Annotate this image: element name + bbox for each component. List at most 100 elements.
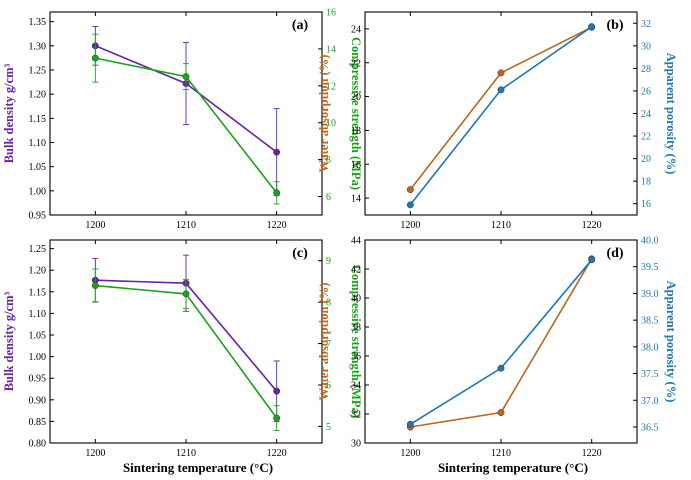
data-point xyxy=(273,189,281,197)
left-tick-label: 22 xyxy=(351,58,361,69)
data-point xyxy=(497,86,505,94)
x-tick-label: 1210 xyxy=(176,448,196,459)
right-axis-title: Apparent porosity (%) xyxy=(664,53,678,175)
left-tick-label: 0.95 xyxy=(29,374,47,385)
right-tick-label: 6 xyxy=(326,381,331,392)
right-tick-label: 39.0 xyxy=(641,289,659,300)
left-tick-label: 36 xyxy=(351,352,361,363)
left-tick-label: 0.85 xyxy=(29,417,47,428)
left-tick-label: 32 xyxy=(351,410,361,421)
right-tick-label: 7 xyxy=(326,339,331,350)
left-axis-title: Water absorption (%) xyxy=(317,283,331,401)
left-tick-label: 24 xyxy=(351,24,361,35)
x-tick-label: 1220 xyxy=(267,448,287,459)
left-tick-label: 16 xyxy=(351,160,361,171)
panel-label: (b) xyxy=(606,18,623,33)
panel-label: (d) xyxy=(606,246,623,261)
right-tick-label: 16 xyxy=(641,199,651,210)
data-point xyxy=(273,148,281,156)
data-point xyxy=(182,73,190,81)
left-tick-label: 38 xyxy=(351,323,361,334)
x-tick-label: 1200 xyxy=(85,448,105,459)
panel-label: (a) xyxy=(292,18,309,33)
right-tick-label: 26 xyxy=(641,86,651,97)
left-tick-label: 0.95 xyxy=(29,211,47,222)
right-tick-label: 36.5 xyxy=(641,422,659,433)
left-tick-label: 0.90 xyxy=(29,395,47,406)
data-point xyxy=(497,409,505,416)
series-line xyxy=(410,258,593,428)
x-tick-label: 1220 xyxy=(582,220,602,231)
left-tick-label: 1.20 xyxy=(29,266,47,277)
series-line xyxy=(409,259,593,425)
right-axis-title: Apparent porosity (%) xyxy=(664,281,678,403)
left-axis-title: Water absorption (%) xyxy=(317,55,331,173)
left-tick-label: 14 xyxy=(351,194,361,205)
right-tick-label: 32 xyxy=(641,19,651,30)
x-tick-label: 1200 xyxy=(400,448,420,459)
panel-d: 1200 1210 1220 30 32 34 36 38 40 42 44 36.5 37.0 37.5… xyxy=(317,236,678,460)
x-tick-label: 1200 xyxy=(400,220,420,231)
left-tick-label: 1.05 xyxy=(29,331,47,342)
right-tick-label: 14 xyxy=(326,44,336,55)
x-tick-label: 1210 xyxy=(176,220,196,231)
left-tick-label: 1.30 xyxy=(29,41,47,52)
right-tick-label: 6 xyxy=(326,192,331,203)
data-point xyxy=(588,256,596,264)
x-tick-label: 1200 xyxy=(85,220,105,231)
right-tick-label: 37.0 xyxy=(641,396,659,407)
right-tick-label: 16 xyxy=(326,8,336,19)
left-tick-label: 42 xyxy=(351,265,361,276)
right-tick-label: 39.5 xyxy=(641,262,659,273)
x-tick-label: 1220 xyxy=(582,448,602,459)
right-tick-label: 22 xyxy=(641,132,651,143)
left-tick-label: 1.10 xyxy=(29,138,47,149)
left-tick-label: 1.05 xyxy=(29,162,47,173)
left-tick-label: 1.25 xyxy=(29,244,47,255)
right-tick-label: 24 xyxy=(641,109,651,120)
x-tick-label: 1210 xyxy=(491,220,511,231)
right-tick-label: 30 xyxy=(641,41,651,52)
right-tick-label: 40.0 xyxy=(641,236,659,247)
data-point xyxy=(406,201,414,209)
data-point xyxy=(497,364,505,372)
left-tick-label: 1.10 xyxy=(29,309,47,320)
right-tick-label: 10 xyxy=(326,118,336,129)
right-tick-label: 38.0 xyxy=(641,342,659,353)
series-line xyxy=(409,26,593,206)
left-tick-label: 1.15 xyxy=(29,287,47,298)
left-tick-label: 44 xyxy=(351,236,361,247)
right-tick-label: 20 xyxy=(641,154,651,165)
right-tick-label: 18 xyxy=(641,177,651,188)
panel-a: 1200 1210 12200.951.001.051.101.151.201.25… xyxy=(2,8,363,232)
x-tick-label: 1210 xyxy=(491,448,511,459)
right-tick-label: 28 xyxy=(641,64,651,75)
left-tick-label: 20 xyxy=(351,92,361,103)
left-axis-title: Bulk density g/cm³ xyxy=(2,291,16,391)
plot-frame xyxy=(364,11,638,216)
right-tick-label: 5 xyxy=(326,422,331,433)
right-tick-label: 8 xyxy=(326,298,331,309)
right-tick-label: 37.5 xyxy=(641,369,659,380)
data-point xyxy=(91,282,99,290)
data-point xyxy=(182,290,190,298)
left-tick-label: 1.15 xyxy=(29,114,47,125)
data-point xyxy=(406,186,414,194)
left-tick-label: 18 xyxy=(351,126,361,137)
right-tick-label: 9 xyxy=(326,256,331,267)
data-point xyxy=(406,420,414,428)
data-point xyxy=(497,69,505,77)
data-point xyxy=(273,414,281,422)
left-tick-label: 34 xyxy=(351,381,361,392)
right-tick-label: 12 xyxy=(326,81,336,92)
left-tick-label: 40 xyxy=(351,294,361,305)
right-tick-label: 8 xyxy=(326,155,331,166)
panel-c: 1200 1210 1220 0.80 0.85 0.90 0.95 1.00 1.05 1.10… xyxy=(2,239,363,459)
left-axis-title: Bulk density g/cm³ xyxy=(2,63,16,163)
left-tick-label: 30 xyxy=(351,439,361,450)
right-axis-title: Compressive strength (MPa) xyxy=(349,265,363,418)
x-tick-label: 1220 xyxy=(267,220,287,231)
panel-label: (c) xyxy=(292,246,308,261)
series-line xyxy=(409,26,593,191)
right-axis-title: Compressive strength (MPa) xyxy=(349,37,363,190)
